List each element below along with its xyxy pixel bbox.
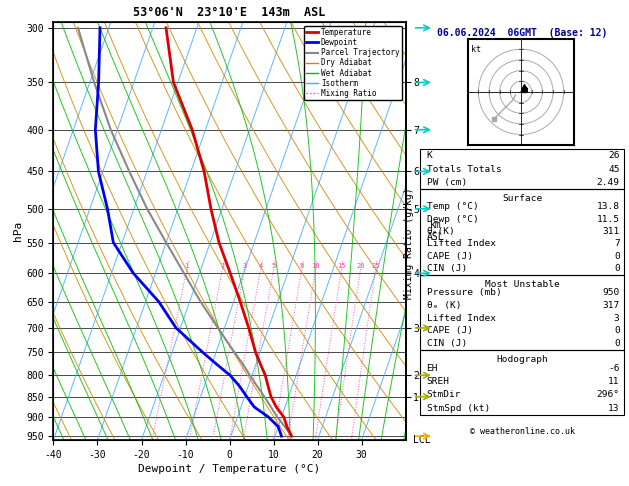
Bar	[420, 149, 624, 189]
Text: 0: 0	[614, 252, 620, 261]
Text: StmDir: StmDir	[426, 390, 461, 399]
Text: 296°: 296°	[597, 390, 620, 399]
Text: 20: 20	[356, 262, 365, 269]
Text: Pressure (mb): Pressure (mb)	[426, 288, 501, 297]
Text: Hodograph: Hodograph	[496, 355, 548, 364]
Text: 11: 11	[608, 377, 620, 386]
Legend: Temperature, Dewpoint, Parcel Trajectory, Dry Adiabat, Wet Adiabat, Isotherm, Mi: Temperature, Dewpoint, Parcel Trajectory…	[304, 26, 402, 100]
X-axis label: Dewpoint / Temperature (°C): Dewpoint / Temperature (°C)	[138, 464, 321, 474]
Text: 7: 7	[614, 240, 620, 248]
Text: 311: 311	[603, 227, 620, 236]
Text: CAPE (J): CAPE (J)	[426, 252, 472, 261]
Text: 25: 25	[371, 262, 380, 269]
Text: 13.8: 13.8	[597, 203, 620, 211]
Title: 53°06'N  23°10'E  143m  ASL: 53°06'N 23°10'E 143m ASL	[133, 6, 326, 19]
Bar	[420, 350, 624, 415]
Text: 11.5: 11.5	[597, 215, 620, 224]
Text: CIN (J): CIN (J)	[426, 339, 467, 348]
Text: 10: 10	[311, 262, 320, 269]
Text: 0: 0	[614, 327, 620, 335]
Text: PW (cm): PW (cm)	[426, 178, 467, 187]
Text: Lifted Index: Lifted Index	[426, 240, 496, 248]
Text: 317: 317	[603, 301, 620, 310]
Text: Mixing Ratio (g/kg): Mixing Ratio (g/kg)	[404, 187, 414, 299]
Text: 2.49: 2.49	[597, 178, 620, 187]
Text: kt: kt	[471, 45, 481, 54]
Text: 5: 5	[271, 262, 276, 269]
Bar	[420, 189, 624, 275]
Text: Surface: Surface	[502, 194, 542, 203]
Text: θₑ (K): θₑ (K)	[426, 301, 461, 310]
Text: StmSpd (kt): StmSpd (kt)	[426, 403, 490, 413]
Text: -6: -6	[608, 364, 620, 373]
Text: 15: 15	[337, 262, 345, 269]
Text: 2: 2	[220, 262, 225, 269]
Text: EH: EH	[426, 364, 438, 373]
Text: 3: 3	[242, 262, 247, 269]
Text: 8: 8	[299, 262, 304, 269]
Text: Temp (°C): Temp (°C)	[426, 203, 478, 211]
Y-axis label: hPa: hPa	[13, 221, 23, 241]
Text: 3: 3	[614, 313, 620, 323]
Text: 45: 45	[608, 165, 620, 174]
Text: Dewp (°C): Dewp (°C)	[426, 215, 478, 224]
Text: 950: 950	[603, 288, 620, 297]
Text: 0: 0	[614, 339, 620, 348]
Bar	[420, 275, 624, 350]
Text: CIN (J): CIN (J)	[426, 264, 467, 273]
Text: Most Unstable: Most Unstable	[485, 280, 559, 289]
Text: CAPE (J): CAPE (J)	[426, 327, 472, 335]
Text: 26: 26	[608, 152, 620, 160]
Text: 1: 1	[184, 262, 189, 269]
Text: θₑ(K): θₑ(K)	[426, 227, 455, 236]
Text: 13: 13	[608, 403, 620, 413]
Text: SREH: SREH	[426, 377, 450, 386]
Text: © weatheronline.co.uk: © weatheronline.co.uk	[470, 427, 574, 435]
Text: 4: 4	[259, 262, 263, 269]
Text: 06.06.2024  06GMT  (Base: 12): 06.06.2024 06GMT (Base: 12)	[437, 28, 607, 38]
Text: K: K	[426, 152, 432, 160]
Y-axis label: km
ASL: km ASL	[427, 220, 445, 242]
Text: Totals Totals: Totals Totals	[426, 165, 501, 174]
Text: LCL: LCL	[413, 435, 430, 445]
Text: 0: 0	[614, 264, 620, 273]
Text: Lifted Index: Lifted Index	[426, 313, 496, 323]
